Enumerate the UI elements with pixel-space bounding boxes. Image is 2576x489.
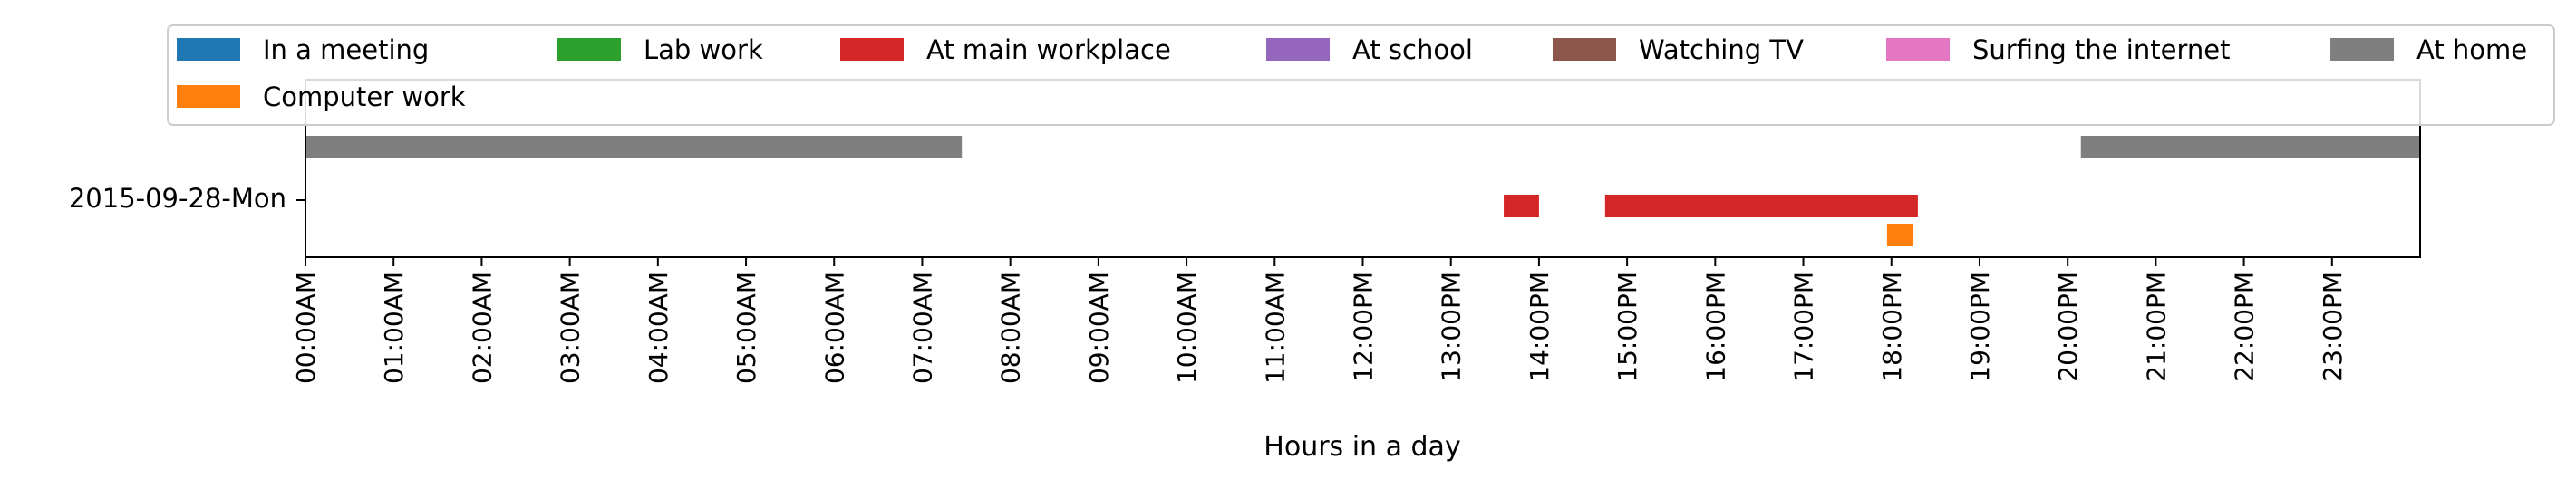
x-tick-label: 21:00PM bbox=[2141, 272, 2171, 382]
legend-items: In a meeting Lab work At main workplace At … bbox=[177, 34, 2527, 112]
legend-swatch bbox=[2330, 38, 2394, 61]
x-tick-label: 02:00AM bbox=[467, 272, 497, 384]
legend-label: Computer work bbox=[263, 82, 466, 112]
x-tick-label: 06:00AM bbox=[819, 272, 849, 384]
activity-bar-at-main-workplace bbox=[1504, 195, 1539, 217]
x-tick-label: 13:00PM bbox=[1437, 272, 1467, 382]
activity-bar-at-home bbox=[305, 136, 963, 158]
legend-swatch bbox=[557, 38, 621, 61]
x-tick-label: 08:00AM bbox=[996, 272, 1026, 384]
y-tick-label: 2015-09-28-Mon bbox=[69, 183, 286, 214]
x-tick-label: 05:00AM bbox=[731, 272, 761, 384]
legend-label: Surfing the internet bbox=[1972, 34, 2230, 65]
activity-bar-at-main-workplace bbox=[1604, 195, 1918, 217]
legend-entry: At school bbox=[1266, 34, 1473, 65]
x-tick-label: 22:00PM bbox=[2230, 272, 2260, 382]
x-tick-label: 23:00PM bbox=[2318, 272, 2348, 382]
legend-entry: Surfing the internet bbox=[1886, 34, 2230, 65]
x-tick-label: 17:00PM bbox=[1789, 272, 1819, 382]
legend-swatch bbox=[840, 38, 904, 61]
x-tick-label: 19:00PM bbox=[1965, 272, 1995, 382]
legend-swatch bbox=[177, 85, 240, 108]
activity-bar-at-home bbox=[2080, 136, 2420, 158]
x-axis-label: Hours in a day bbox=[1264, 431, 1460, 463]
legend-label: In a meeting bbox=[263, 34, 429, 65]
x-tick-label: 07:00AM bbox=[907, 272, 937, 384]
legend-label: Lab work bbox=[644, 34, 763, 65]
legend-entry: Watching TV bbox=[1553, 34, 1804, 65]
x-tick-label: 09:00AM bbox=[1084, 272, 1114, 384]
x-tick-label: 11:00AM bbox=[1260, 272, 1290, 384]
legend-label: At school bbox=[1352, 34, 1473, 65]
legend-label: At main workplace bbox=[926, 34, 1171, 65]
legend-swatch bbox=[177, 38, 240, 61]
legend-swatch bbox=[1886, 38, 1950, 61]
x-tick-label: 12:00PM bbox=[1349, 272, 1379, 382]
x-tick-label: 16:00PM bbox=[1700, 272, 1730, 382]
x-tick-label: 00:00AM bbox=[291, 272, 321, 384]
legend-entry: At home bbox=[2330, 34, 2527, 65]
x-tick-label: 18:00PM bbox=[1877, 272, 1907, 382]
legend-entry: Lab work bbox=[557, 34, 763, 65]
legend-swatch bbox=[1553, 38, 1616, 61]
legend-frame bbox=[167, 24, 2555, 126]
x-tick-label: 10:00AM bbox=[1172, 272, 1202, 384]
x-axis: 00:00AM 01:00AM 02:00AM 03:00AM 04:00AM 05:00… bbox=[291, 257, 2348, 384]
legend-label: At home bbox=[2416, 34, 2527, 65]
x-tick-label: 15:00PM bbox=[1612, 272, 1642, 382]
legend-label: Watching TV bbox=[1639, 34, 1804, 65]
legend: In a meeting Lab work At main workplace At … bbox=[167, 24, 2555, 126]
x-tick-label: 01:00AM bbox=[379, 272, 409, 384]
legend-entry: At main workplace bbox=[840, 34, 1171, 65]
bars-layer bbox=[305, 136, 2420, 246]
activity-bar-computer-work bbox=[1886, 224, 1914, 246]
x-tick-label: 14:00PM bbox=[1525, 272, 1554, 382]
legend-entry: In a meeting bbox=[177, 34, 429, 65]
x-tick-label: 04:00AM bbox=[644, 272, 673, 384]
legend-entry: Computer work bbox=[177, 82, 466, 112]
x-tick-label: 20:00PM bbox=[2053, 272, 2083, 382]
legend-swatch bbox=[1266, 38, 1330, 61]
x-tick-label: 03:00AM bbox=[556, 272, 586, 384]
